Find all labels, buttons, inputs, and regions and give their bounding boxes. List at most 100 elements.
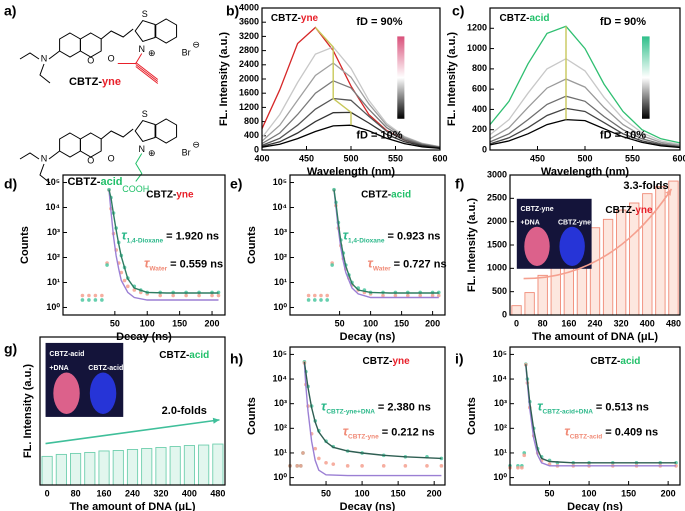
decay-point [100, 293, 104, 298]
x-tick-label: 240 [125, 488, 140, 498]
tau-subscript: CBTZ-yne+DNA [326, 408, 375, 415]
tau-subscript: CBTZ-acid [570, 433, 603, 440]
bar [668, 180, 679, 316]
y-tick-label: 10⁴ [46, 202, 60, 212]
bar [70, 452, 82, 486]
x-axis-title: Decay (ns) [340, 501, 396, 511]
y-tick-label: 0 [254, 144, 259, 154]
x-tick-label: 240 [587, 318, 602, 328]
y-tick-label: 1200 [467, 23, 487, 33]
ring [134, 19, 156, 43]
tau-symbol: τ [368, 256, 374, 271]
decay-point [184, 293, 188, 298]
bar [141, 448, 153, 486]
lifetime-value: = 0.727 ns [394, 259, 447, 271]
vial-glow [559, 226, 585, 266]
x-tick-label: 0 [45, 488, 50, 498]
compound-name: CBTZ-yne [69, 76, 121, 88]
tau-symbol: τ [343, 424, 349, 439]
panel-label: f) [455, 176, 464, 192]
bond [100, 28, 134, 40]
arrow-head [212, 417, 220, 424]
lifetime-note: τ1,4-Dioxane = 1.920 ns [121, 228, 219, 244]
bar [155, 447, 167, 486]
x-tick-label: 100 [140, 318, 155, 328]
title-part: acid [620, 355, 640, 366]
title-part: CBTZ- [500, 13, 530, 24]
bar [84, 451, 96, 486]
x-axis-title: Wavelength (nm) [307, 166, 396, 178]
decay-point [306, 298, 311, 302]
x-tick-label: 100 [363, 318, 378, 328]
atom-label: S [142, 9, 148, 19]
y-tick-label: 10⁴ [273, 202, 287, 212]
panel-label: c) [452, 3, 464, 19]
bar [55, 453, 67, 486]
tau-subscript: CBTZ-acid+DNA [543, 408, 594, 415]
plot-frame [261, 7, 441, 151]
y-tick-label: 200 [472, 124, 487, 134]
y-tick-label: 10³ [494, 398, 507, 408]
y-tick-label: 0 [482, 144, 487, 154]
x-tick-label: 450 [530, 153, 545, 163]
y-tick-label: 800 [472, 63, 487, 73]
y-tick-label: 10¹ [47, 277, 60, 287]
tau-symbol: τ [537, 399, 543, 414]
decay-point [80, 298, 85, 302]
y-tick-label: 400 [472, 104, 487, 114]
y-tick-label: 10² [274, 252, 287, 262]
x-tick-label: 50 [110, 318, 120, 328]
panel-label: i) [455, 351, 464, 367]
bond [19, 152, 40, 160]
atom-label: ⊖ [192, 139, 200, 149]
y-tick-label: 500 [492, 286, 507, 296]
decay-point [210, 293, 214, 298]
title-part: CBTZ- [361, 189, 391, 200]
decay-point [425, 464, 429, 468]
decay-point [319, 293, 323, 298]
x-tick-label: 600 [672, 153, 685, 163]
x-tick-label: 200 [205, 318, 220, 328]
panel-label: e) [230, 176, 242, 192]
atom-label: S [142, 109, 148, 119]
y-tick-label: 10² [47, 252, 60, 262]
y-tick-label: 2400 [239, 59, 259, 69]
lifetime-note: τ1,4-Dioxane = 0.923 ns [343, 228, 441, 244]
y-tick-label: 1000 [487, 263, 507, 273]
fit-line [303, 361, 442, 460]
compound-name-part: yne [102, 76, 121, 88]
y-tick-label: 10⁵ [273, 177, 287, 187]
chart-title: CBTZ-yne [271, 13, 319, 24]
panel-label: b) [226, 3, 239, 19]
x-tick-label: 50 [321, 488, 331, 498]
ring [79, 32, 102, 58]
y-tick-label: 1500 [487, 239, 507, 249]
x-tick-label: 200 [425, 318, 440, 328]
x-tick-label: 150 [621, 488, 636, 498]
atom-label: ⊕ [148, 48, 156, 58]
tau-symbol: τ [121, 228, 127, 243]
decay-point [437, 293, 441, 298]
bar [41, 455, 53, 486]
y-axis-title: FL. Intensity (a.u.) [218, 32, 230, 126]
inset-label: CBTZ-yne [521, 206, 554, 213]
chart-title: CBTZ-acid [500, 13, 550, 24]
x-tick-label: 160 [561, 318, 576, 328]
x-tick-label: 500 [577, 153, 592, 163]
lifetime-value: = 0.409 ns [605, 426, 658, 438]
plot-frame [509, 174, 681, 316]
decay-point [87, 293, 91, 298]
atom-label: N [41, 153, 48, 163]
y-axis-title: Counts [246, 226, 258, 264]
title-part: acid [189, 349, 209, 360]
trend-arrow [523, 188, 673, 280]
atom-label: ⊖ [192, 39, 200, 49]
lifetime-value: = 0.923 ns [388, 231, 441, 243]
lifetime-note: τWater = 0.559 ns [144, 256, 223, 272]
x-tick-label: 480 [210, 488, 225, 498]
decay-point [158, 293, 162, 298]
decay-point [317, 456, 321, 461]
bar [183, 445, 195, 486]
fit-line [303, 362, 442, 477]
decay-point [522, 453, 527, 458]
